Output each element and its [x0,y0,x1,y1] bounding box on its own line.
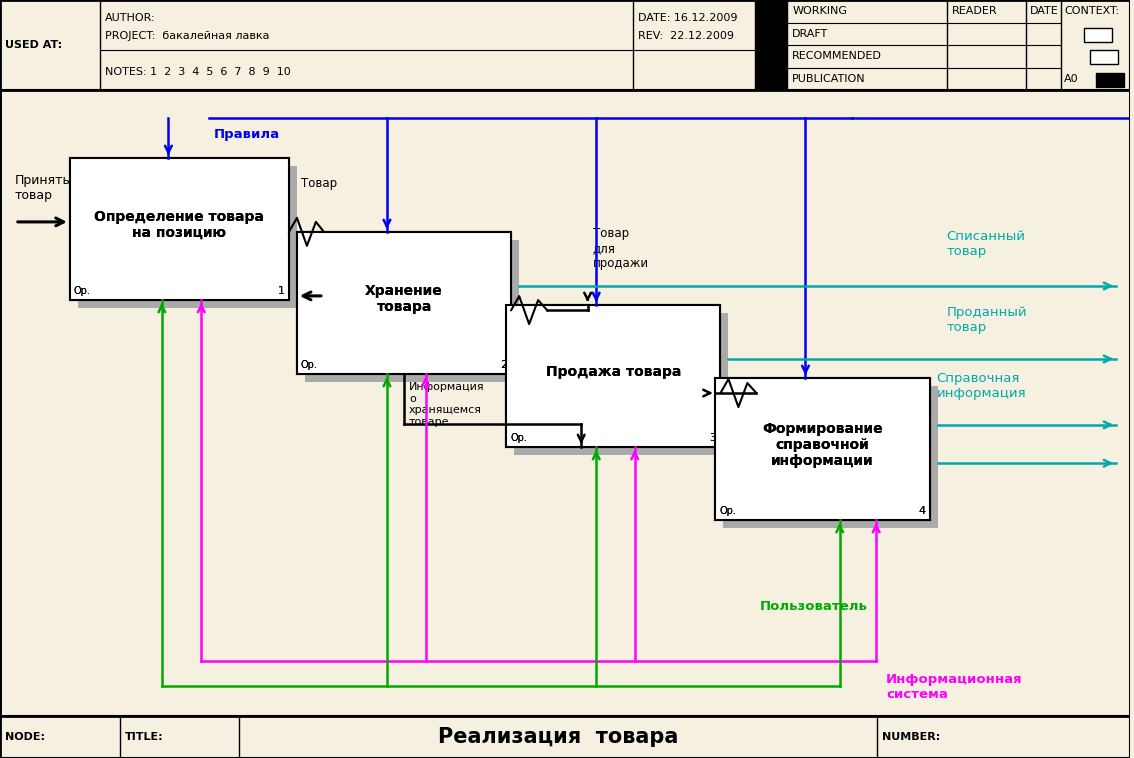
Bar [930,386,938,528]
Bar [289,166,297,308]
Text: RECOMMENDED: RECOMMENDED [793,52,882,61]
Text: Определение товара
на позицию: Определение товара на позицию [94,210,264,240]
Bar [70,158,289,300]
Text: DATE: 16.12.2009: DATE: 16.12.2009 [637,13,737,23]
Bar [930,386,938,528]
Text: 1: 1 [278,286,285,296]
Text: 4: 4 [919,506,925,516]
Text: Ор.: Ор. [74,286,91,296]
Bar [716,378,930,520]
Text: 3: 3 [710,433,717,443]
Text: Формирование
справочной
информации: Формирование справочной информации [762,421,883,468]
Bar [511,240,519,382]
Text: Принятый
товар: Принятый товар [15,174,82,202]
Text: USED AT:: USED AT: [5,40,62,50]
Text: DRAFT: DRAFT [793,29,829,39]
Text: TITLE:: TITLE: [125,732,163,742]
Bar [297,232,511,374]
Text: Ор.: Ор. [510,433,527,443]
Bar [1084,27,1112,42]
Text: Информация
о проданном
товаре: Информация о проданном товаре [726,385,801,418]
Text: 1: 1 [278,286,285,296]
Text: A0: A0 [1064,74,1078,83]
Bar [78,300,297,308]
Bar [297,232,511,374]
Text: Определение товара
на позицию: Определение товара на позицию [94,210,264,240]
Bar [723,520,938,528]
Bar [305,374,519,382]
Bar [0,90,1129,716]
Text: 2: 2 [500,360,507,370]
Text: Справочная
информация: Справочная информация [937,372,1026,400]
Bar [723,520,938,528]
Text: Списанный
товар: Списанный товар [947,230,1025,258]
Bar [70,158,289,300]
Text: NUMBER:: NUMBER: [882,732,940,742]
Bar [0,0,1129,90]
Bar [1097,73,1124,86]
Text: Информация
о
хранящемся
товаре: Информация о хранящемся товаре [409,382,484,427]
Bar [755,0,787,90]
Bar [514,447,728,455]
Text: 3: 3 [710,433,717,443]
Text: PROJECT:  бакалейная лавка: PROJECT: бакалейная лавка [104,31,269,41]
Bar [305,374,519,382]
Text: REV:  22.12.2009: REV: 22.12.2009 [637,31,734,41]
Text: Ор.: Ор. [719,506,736,516]
Text: Формирование
справочной
информации: Формирование справочной информации [762,421,883,468]
Text: Хранение
товара: Хранение товара [365,284,443,314]
Text: Хранение
товара: Хранение товара [365,284,443,314]
Text: DATE: DATE [1030,6,1058,16]
Bar [289,166,297,308]
Text: Товар: Товар [301,177,337,190]
Text: NOTES: 1  2  3  4  5  6  7  8  9  10: NOTES: 1 2 3 4 5 6 7 8 9 10 [104,67,290,77]
Text: Проданный
товар: Проданный товар [947,306,1027,334]
Text: Ор.: Ор. [74,286,91,296]
Text: Ор.: Ор. [719,506,736,516]
Text: Продажа товара: Продажа товара [545,365,682,379]
Text: Продажа товара: Продажа товара [545,365,682,379]
Text: Товар
для
продажи: Товар для продажи [593,227,649,270]
Text: Правила: Правила [214,128,280,141]
Text: Реализация  товара: Реализация товара [438,727,678,747]
Text: Пользователь: Пользователь [760,600,868,612]
Text: Ор.: Ор. [301,360,318,370]
Text: Информационная
система: Информационная система [886,673,1023,701]
Bar [511,240,519,382]
Bar [506,305,720,447]
Bar [514,447,728,455]
Bar [0,716,1129,758]
Text: Ор.: Ор. [510,433,527,443]
Text: Ор.: Ор. [301,360,318,370]
Text: CONTEXT:: CONTEXT: [1064,6,1119,16]
Text: 4: 4 [919,506,925,516]
Bar [716,378,930,520]
Text: PUBLICATION: PUBLICATION [793,74,866,83]
Text: 2: 2 [500,360,507,370]
Bar [720,313,728,455]
Bar [1090,50,1118,64]
Text: NODE:: NODE: [5,732,45,742]
Text: WORKING: WORKING [793,6,847,16]
Bar [506,305,720,447]
Bar [720,313,728,455]
Text: READER: READER [951,6,997,16]
Text: AUTHOR:: AUTHOR: [104,13,155,23]
Bar [78,300,297,308]
